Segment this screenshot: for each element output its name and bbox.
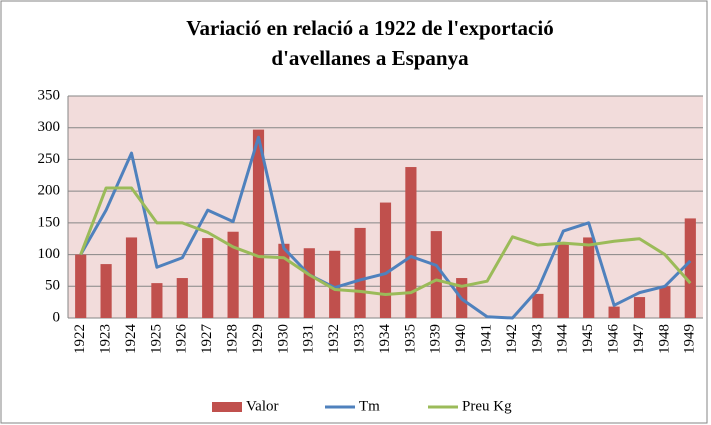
bar (227, 231, 239, 318)
bar (329, 250, 341, 318)
x-tick-label: 1935 (402, 324, 418, 354)
bar (354, 227, 366, 318)
bar (633, 297, 646, 318)
bar (379, 202, 392, 318)
x-tick-label: 1946 (606, 324, 622, 355)
x-tick-label: 1930 (275, 324, 291, 354)
x-tick-label: 1931 (301, 324, 317, 354)
x-tick-label: 1926 (174, 324, 190, 355)
bar (252, 129, 265, 318)
chart-title: d'avellanes a Espanya (271, 46, 469, 70)
x-tick-label: 1929 (250, 324, 266, 354)
y-tick-label: 200 (38, 183, 61, 199)
y-tick-label: 0 (53, 309, 61, 325)
legend-label: Valor (246, 398, 279, 414)
x-tick-label: 1947 (631, 324, 647, 355)
x-tick-label: 1949 (682, 324, 698, 354)
x-tick-label: 1922 (72, 324, 88, 354)
y-tick-label: 150 (38, 214, 61, 230)
legend-swatch (212, 402, 242, 412)
x-tick-label: 1941 (479, 324, 495, 354)
line (79, 186, 692, 297)
y-tick-label: 50 (45, 278, 60, 294)
x-tick-label: 1945 (580, 324, 596, 354)
x-tick-label: 1927 (199, 324, 215, 355)
x-tick-label: 1948 (656, 324, 672, 354)
y-tick-label: 300 (38, 119, 61, 135)
bar (75, 254, 87, 318)
x-tick-label: 1924 (123, 324, 139, 355)
y-tick-label: 100 (38, 246, 61, 262)
x-tick-label: 1943 (529, 324, 545, 354)
x-tick-label: 1923 (98, 324, 114, 354)
x-tick-label: 1942 (504, 324, 520, 354)
line (79, 135, 692, 320)
bar (430, 231, 442, 318)
bar (532, 293, 544, 318)
x-tick-label: 1944 (555, 324, 571, 355)
bar (684, 218, 696, 318)
bar (278, 243, 290, 318)
legend-label: Preu Kg (462, 398, 512, 414)
bar (176, 278, 188, 318)
bar (608, 306, 620, 318)
legend-label: Tm (359, 398, 380, 414)
bar (202, 238, 214, 318)
bar (405, 167, 417, 318)
bar (100, 264, 112, 318)
x-tick-label: 1925 (148, 324, 164, 354)
bar (125, 237, 138, 318)
x-tick-label: 1928 (225, 324, 241, 354)
x-tick-label: 1932 (326, 324, 342, 354)
bar (303, 248, 315, 318)
x-tick-label: 1934 (377, 324, 393, 355)
y-tick-label: 250 (38, 151, 61, 167)
x-tick-label: 1933 (352, 324, 368, 354)
bar (557, 243, 569, 318)
x-tick-label: 1939 (428, 324, 444, 354)
y-tick-label: 350 (38, 87, 61, 103)
bar (659, 286, 671, 318)
chart-title: Variació en relació a 1922 de l'exportac… (186, 16, 553, 40)
bar (151, 283, 163, 318)
x-tick-label: 1940 (453, 324, 469, 354)
bar (583, 237, 595, 318)
